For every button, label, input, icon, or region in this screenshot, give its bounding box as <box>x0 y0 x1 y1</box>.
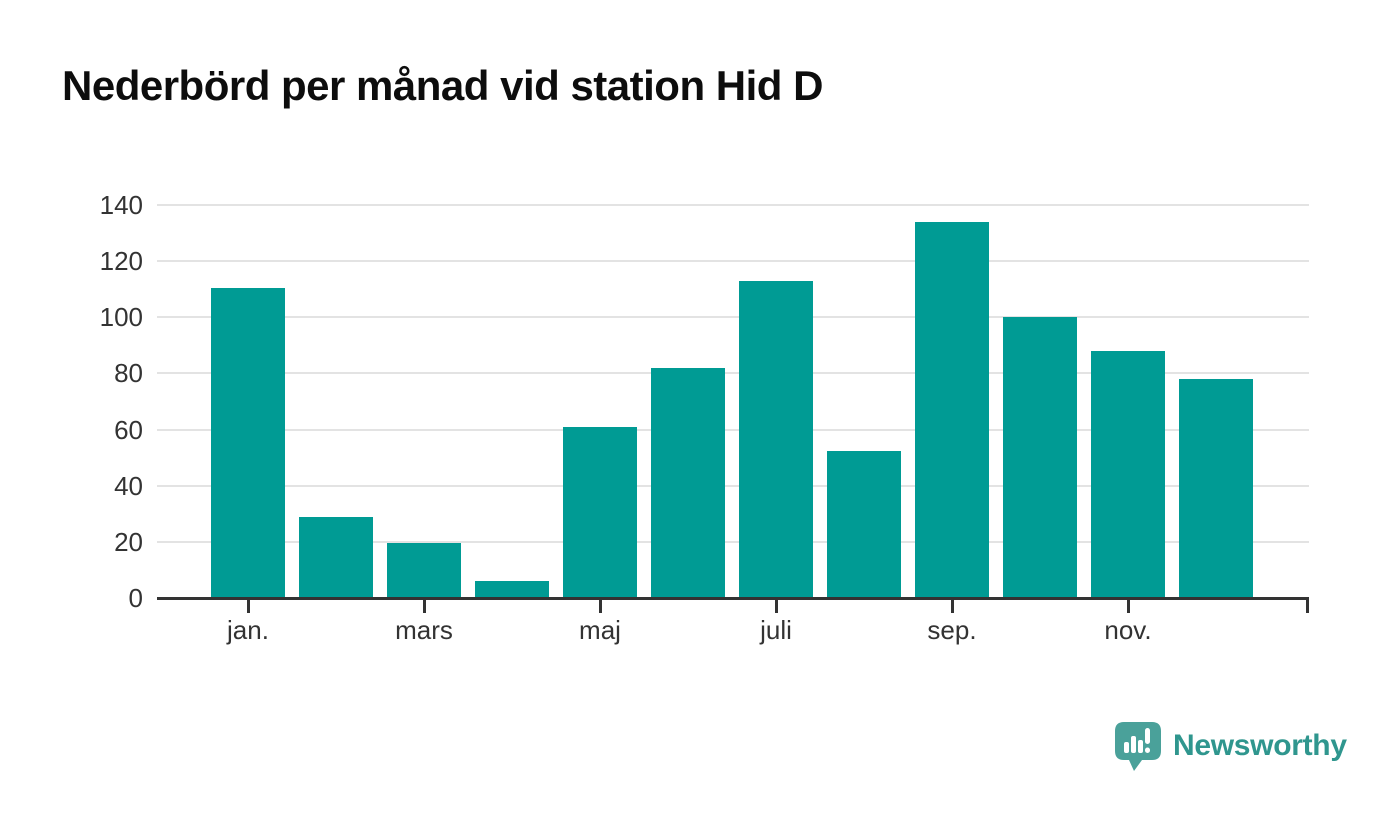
y-tick-label: 120 <box>99 246 143 277</box>
x-axis-end-tick <box>1306 600 1309 613</box>
gridline <box>157 540 1309 543</box>
y-tick-label: 140 <box>99 190 143 220</box>
x-axis-tick <box>775 600 778 613</box>
logo-exclamation-bar-icon <box>1145 728 1150 744</box>
bar <box>1179 379 1253 598</box>
x-tick-label: jan. <box>227 615 269 645</box>
x-axis-tick <box>599 600 602 613</box>
y-tick-label: 60 <box>114 414 143 445</box>
bar <box>915 221 989 598</box>
y-tick-label: 40 <box>114 470 143 501</box>
y-tick-label: 80 <box>114 358 143 389</box>
x-tick-label: nov. <box>1104 615 1152 645</box>
bar <box>1091 350 1165 598</box>
gridline <box>157 316 1309 319</box>
x-axis-line <box>157 597 1309 600</box>
newsworthy-logo-text: Newsworthy <box>1173 729 1347 762</box>
gridline <box>157 372 1309 375</box>
x-tick-label: juli <box>760 615 792 645</box>
x-tick-label: sep. <box>927 615 977 645</box>
gridline <box>157 484 1309 487</box>
x-axis-tick <box>1127 600 1130 613</box>
x-tick-label: maj <box>579 615 621 645</box>
x-axis-tick <box>247 600 250 613</box>
gridline <box>157 204 1309 206</box>
y-tick-label: 100 <box>99 302 143 333</box>
logo-bar-tall-icon <box>1131 736 1136 753</box>
newsworthy-logo: Newsworthy <box>1113 720 1347 772</box>
y-tick-label: 20 <box>114 526 143 557</box>
bar <box>563 426 637 598</box>
bar <box>739 280 813 598</box>
bar <box>211 287 285 598</box>
bar <box>475 581 549 598</box>
logo-exclamation-dot-icon <box>1145 747 1150 753</box>
bar <box>299 516 373 598</box>
x-axis-tick <box>423 600 426 613</box>
logo-bar-small-icon <box>1124 742 1129 753</box>
x-axis-tick <box>951 600 954 613</box>
gridline <box>157 260 1309 263</box>
bar <box>387 543 461 598</box>
gridline <box>157 428 1309 431</box>
newsworthy-logo-icon <box>1115 722 1161 771</box>
x-tick-label: mars <box>395 615 453 645</box>
y-tick-label: 0 <box>128 583 143 613</box>
bar <box>651 367 725 598</box>
logo-bar-medium-icon <box>1138 740 1143 753</box>
chart-title: Nederbörd per månad vid station Hid D <box>62 62 823 109</box>
bar <box>1003 317 1077 598</box>
bar <box>827 450 901 598</box>
